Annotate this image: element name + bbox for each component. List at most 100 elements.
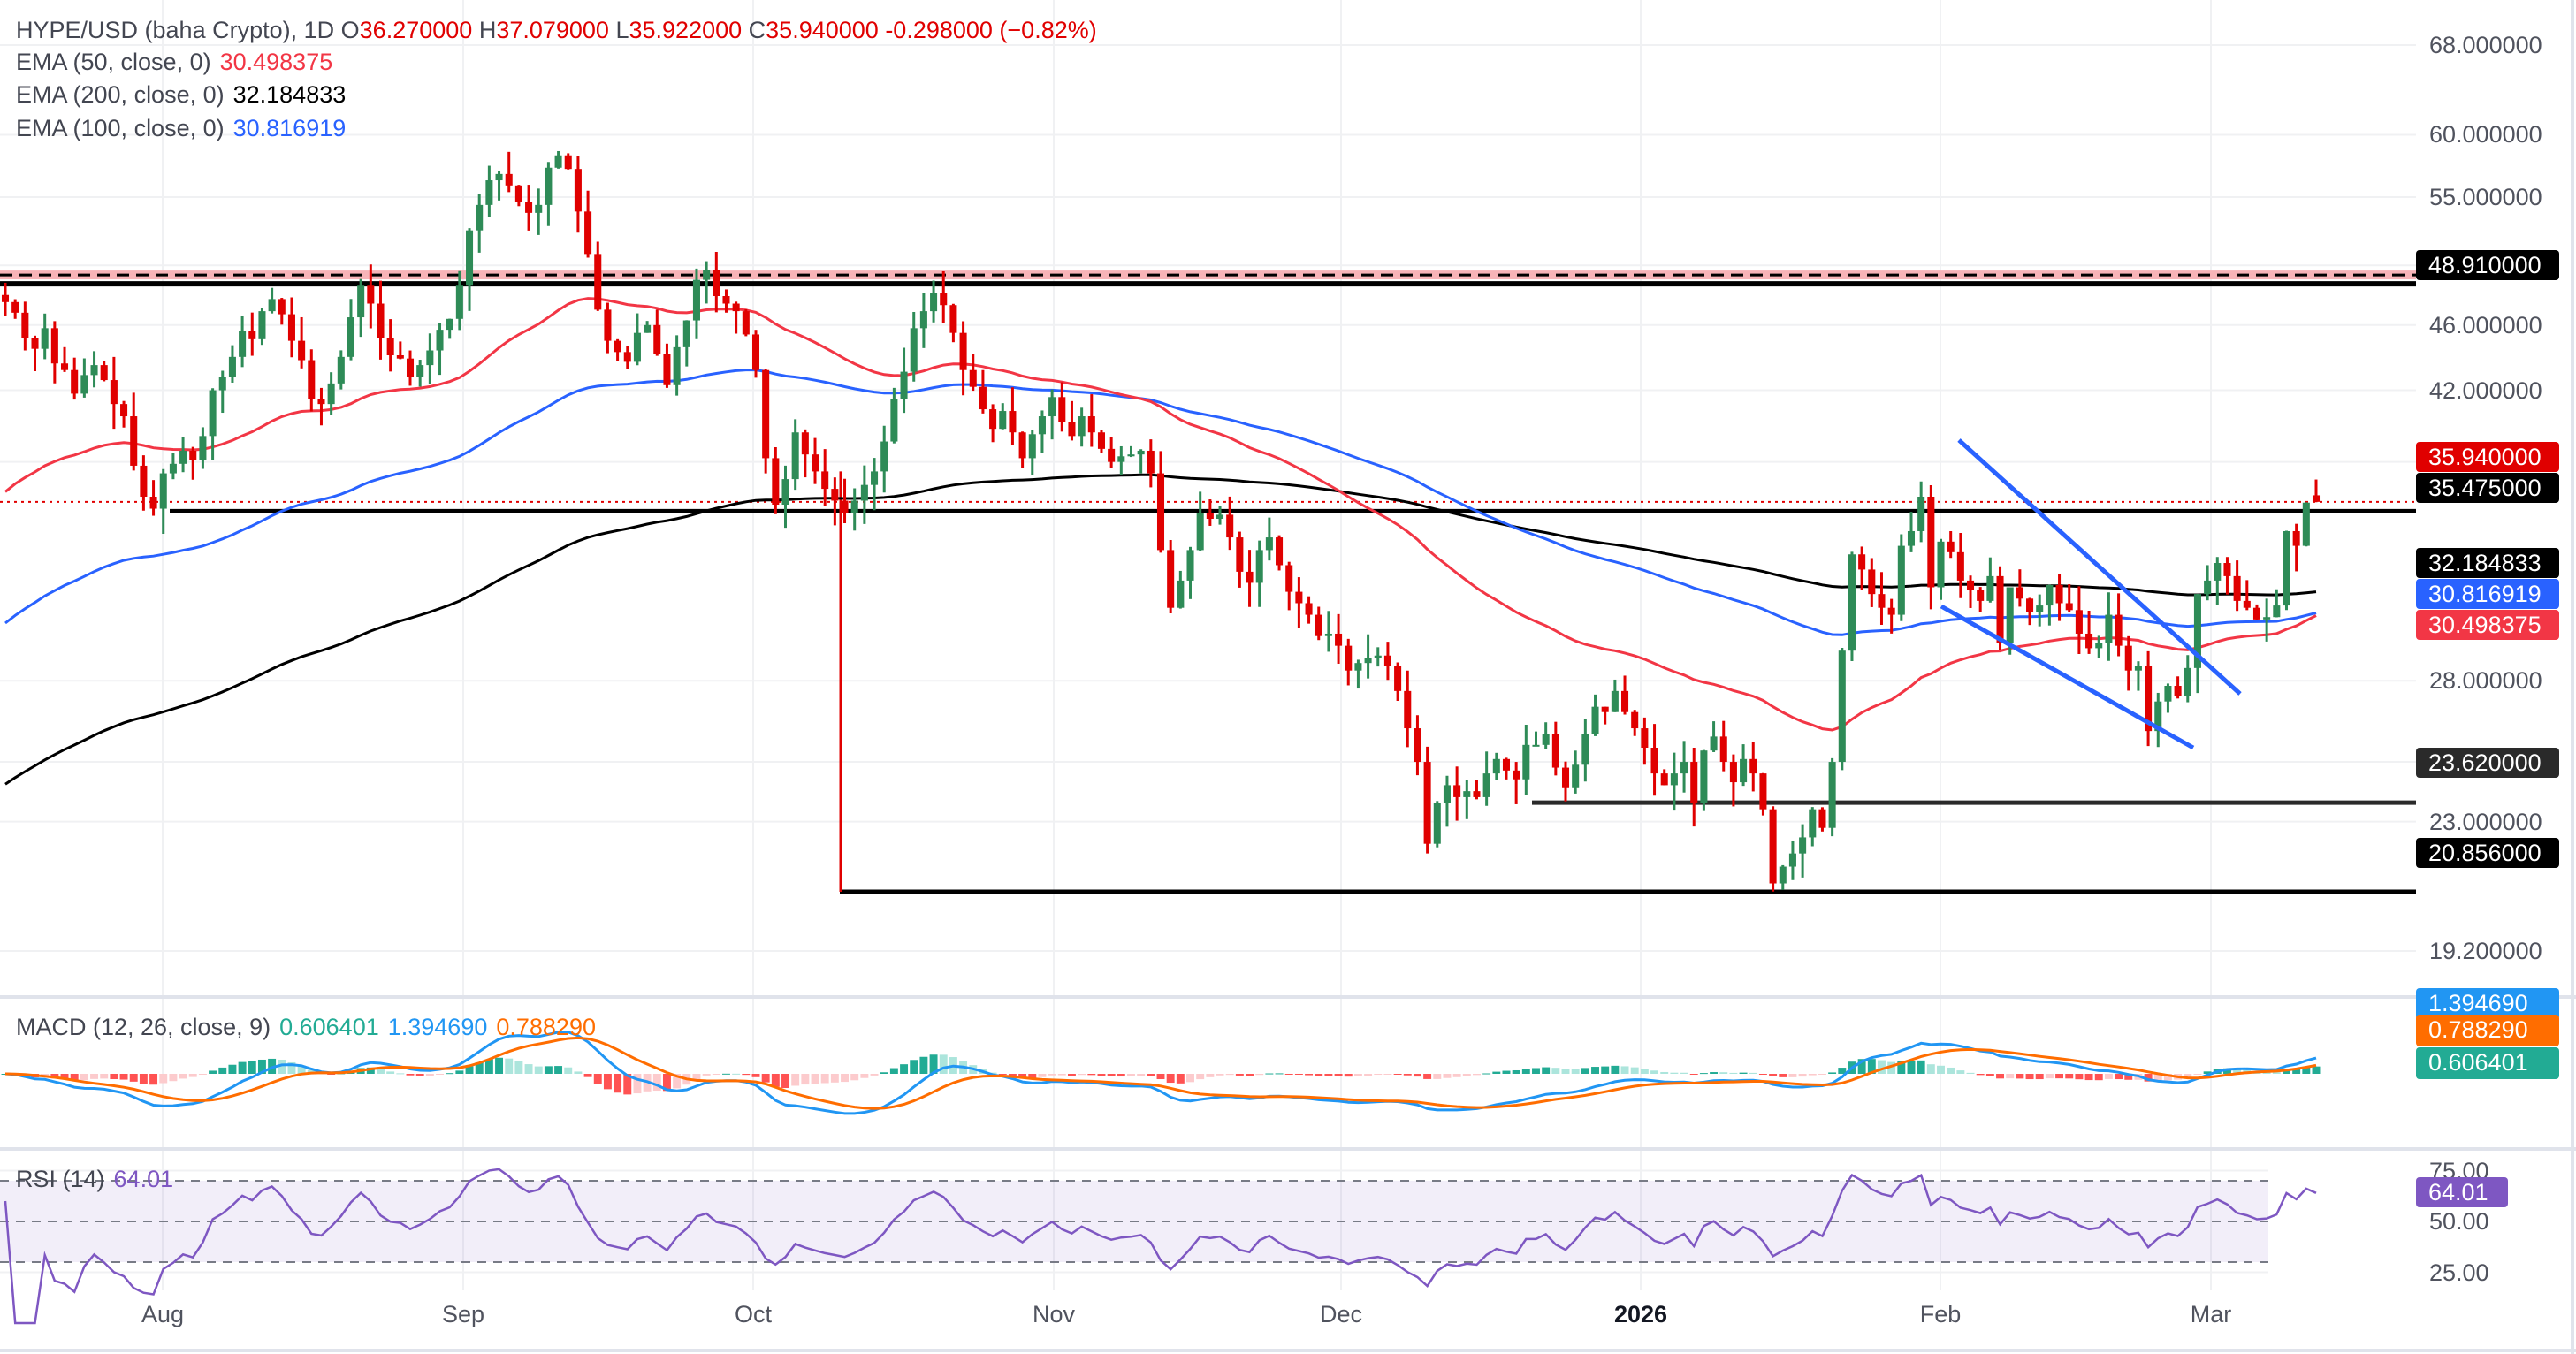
candle xyxy=(1383,642,1391,681)
candle xyxy=(910,312,918,382)
candle xyxy=(663,343,671,388)
candle xyxy=(2312,479,2321,503)
candle xyxy=(1482,751,1490,806)
candle xyxy=(1443,775,1451,827)
change-value: -0.298000 (−0.82%) xyxy=(885,17,1097,43)
signal-line-badge: 0.788290 xyxy=(2416,1015,2559,1046)
ema100-legend[interactable]: EMA (100, close, 0) 30.816919 xyxy=(16,114,346,142)
candle xyxy=(831,477,839,526)
candle xyxy=(900,347,908,414)
candle xyxy=(713,252,720,313)
candle xyxy=(159,468,167,535)
rsi-badge: 64.01 xyxy=(2416,1176,2508,1207)
candle xyxy=(209,388,217,460)
candle xyxy=(1621,675,1629,715)
candle xyxy=(2263,598,2271,642)
candle xyxy=(1749,742,1757,792)
candle xyxy=(1690,748,1698,827)
candle xyxy=(2046,584,2054,626)
candle xyxy=(1878,572,1886,625)
candle xyxy=(149,480,157,516)
candle xyxy=(564,153,572,170)
candle xyxy=(999,403,1007,430)
ema100-value: 30.816919 xyxy=(232,115,347,141)
candle xyxy=(890,387,898,444)
candle xyxy=(584,190,592,258)
candle xyxy=(1354,659,1362,689)
rsi-line xyxy=(4,1168,2317,1325)
candle xyxy=(732,301,740,334)
candle xyxy=(455,270,463,331)
price-tick: 68.000000 xyxy=(2429,32,2542,58)
candle xyxy=(1009,387,1017,445)
candle xyxy=(871,458,879,511)
candle xyxy=(2075,586,2083,654)
candle xyxy=(1522,725,1530,795)
candle xyxy=(110,356,118,430)
time-tick-sep: Sep xyxy=(441,1301,485,1327)
macd-line-value: 1.394690 xyxy=(387,1014,488,1040)
candle xyxy=(11,299,19,319)
symbol-legend: HYPE/USD (baha Crypto), 1D O36.270000 H3… xyxy=(16,16,1097,44)
candle xyxy=(2134,661,2142,691)
candle xyxy=(1236,531,1244,588)
candle xyxy=(1700,749,1708,811)
candle xyxy=(298,316,306,369)
candle xyxy=(1572,750,1580,794)
candle xyxy=(80,358,88,398)
candle xyxy=(476,194,484,253)
candle xyxy=(1018,431,1026,468)
horizontal-levels[interactable] xyxy=(0,270,2416,894)
macd-label: MACD (12, 26, close, 9) xyxy=(16,1014,271,1040)
candle xyxy=(2016,569,2023,607)
candle xyxy=(1206,499,1214,526)
candle xyxy=(31,335,39,372)
candle xyxy=(1374,647,1382,667)
candle xyxy=(1986,557,1994,603)
wedge-trendlines[interactable] xyxy=(1940,438,2242,750)
candle xyxy=(2184,655,2191,703)
rsi-legend[interactable]: RSI (14) 64.01 xyxy=(16,1166,173,1193)
candle xyxy=(140,455,148,511)
candle xyxy=(1345,638,1353,686)
level-48-91-badge: 48.910000 xyxy=(2416,250,2559,280)
candle xyxy=(2283,530,2290,611)
candle xyxy=(1453,766,1461,821)
candle xyxy=(919,293,927,348)
candle xyxy=(1058,382,1066,432)
candle xyxy=(317,387,325,426)
candle xyxy=(1513,762,1520,804)
ema50-value: 30.498375 xyxy=(219,49,333,75)
candle xyxy=(2233,560,2241,612)
symbol-title: HYPE/USD (baha Crypto), 1D xyxy=(16,17,335,43)
candle xyxy=(218,370,226,414)
candle xyxy=(2154,692,2162,748)
close-value: C35.940000 xyxy=(748,17,879,43)
candle xyxy=(1581,719,1589,782)
wedge-lower-line xyxy=(1940,604,2195,750)
candle xyxy=(1414,715,1421,776)
candle xyxy=(406,350,415,386)
candle xyxy=(327,372,335,415)
candle xyxy=(1394,662,1402,701)
candle xyxy=(1710,721,1718,752)
candle xyxy=(396,341,404,360)
candle xyxy=(1719,720,1727,772)
candle xyxy=(880,425,888,493)
candle xyxy=(1788,841,1796,880)
ema50-legend[interactable]: EMA (50, close, 0) 30.498375 xyxy=(16,48,332,76)
candle xyxy=(1670,752,1678,811)
candle xyxy=(1335,613,1343,664)
candle xyxy=(120,400,128,428)
macd-legend[interactable]: MACD (12, 26, close, 9) 0.606401 1.394690 0… xyxy=(16,1014,596,1041)
candle xyxy=(772,447,780,514)
candle xyxy=(2302,502,2310,547)
candle xyxy=(1177,570,1185,609)
candle xyxy=(1,282,10,316)
candle xyxy=(1532,731,1540,747)
rsi-pane xyxy=(4,1168,2317,1325)
ema200-legend[interactable]: EMA (200, close, 0) 32.184833 xyxy=(16,80,346,109)
candle xyxy=(416,360,424,387)
